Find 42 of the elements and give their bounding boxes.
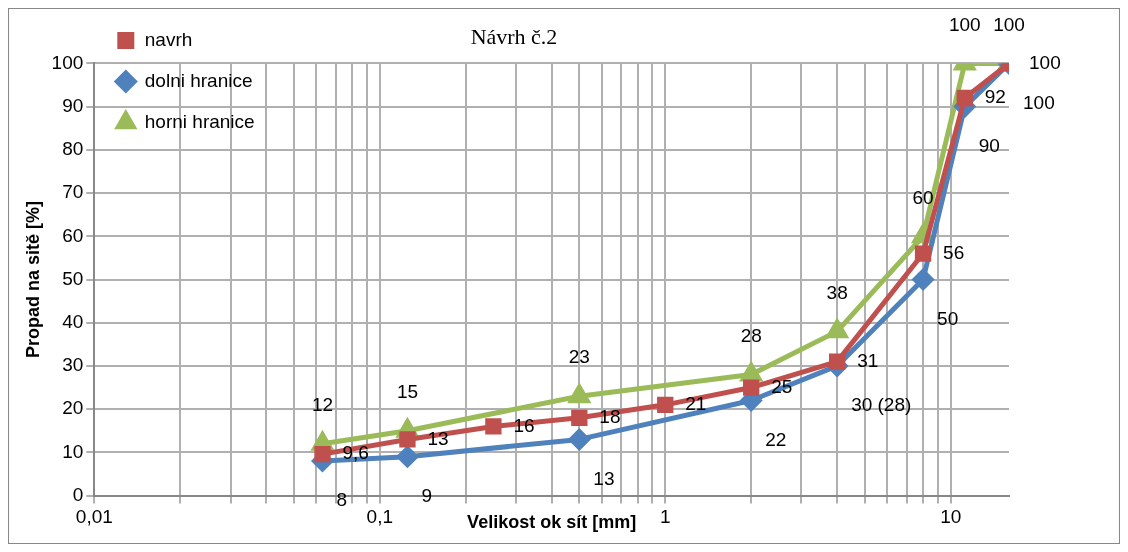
y-tick-label: 70 bbox=[62, 181, 84, 203]
data-label: 38 bbox=[826, 281, 848, 303]
data-label: 100 bbox=[1029, 51, 1061, 73]
x-tick-label: 1 bbox=[659, 506, 671, 528]
data-label: 25 bbox=[771, 375, 793, 397]
data-label: 13 bbox=[593, 467, 615, 489]
y-tick-label: 60 bbox=[62, 224, 84, 246]
y-tick-label: 10 bbox=[62, 440, 84, 462]
data-label: 100 bbox=[948, 13, 981, 35]
data-label: 50 bbox=[937, 307, 959, 329]
y-tick-label: 80 bbox=[62, 138, 84, 160]
data-label: 31 bbox=[857, 349, 879, 371]
data-label: 28 bbox=[740, 324, 762, 346]
x-axis-title: Velikost ok sít [mm] bbox=[467, 512, 637, 533]
y-tick-label: 20 bbox=[62, 397, 84, 419]
x-tick-label: 0,01 bbox=[75, 506, 113, 528]
data-label: 100 bbox=[993, 13, 1025, 35]
y-tick-label: 50 bbox=[62, 267, 84, 289]
y-tick-label: 0 bbox=[72, 483, 84, 505]
x-tick-label: 10 bbox=[940, 506, 962, 528]
y-tick-label: 100 bbox=[51, 51, 84, 73]
legend-label: dolni hranice bbox=[144, 69, 253, 91]
data-label: 90 bbox=[978, 134, 1000, 156]
data-label: 30 (28) bbox=[851, 394, 912, 416]
data-label: 12 bbox=[311, 393, 334, 415]
data-label: 56 bbox=[943, 241, 965, 263]
x-tick-label: 0,1 bbox=[366, 506, 393, 528]
chart-title: Návrh č.2 bbox=[470, 23, 558, 49]
data-label: 15 bbox=[396, 381, 419, 402]
legend-label: navrh bbox=[144, 28, 193, 50]
data-label: 8 bbox=[336, 489, 348, 511]
y-tick-label: 30 bbox=[62, 354, 84, 376]
data-label: 100 bbox=[1023, 91, 1055, 113]
data-label: 16 bbox=[513, 414, 535, 436]
data-label: 92 bbox=[984, 86, 1006, 108]
data-label: 22 bbox=[765, 428, 787, 450]
y-axis-title: Propad na sitě [%] bbox=[22, 200, 43, 359]
y-tick-label: 40 bbox=[62, 310, 84, 332]
data-label: 9 bbox=[421, 484, 433, 506]
data-label: 23 bbox=[568, 346, 590, 368]
y-tick-label: 90 bbox=[62, 94, 84, 116]
legend-label: horni hranice bbox=[144, 110, 255, 132]
